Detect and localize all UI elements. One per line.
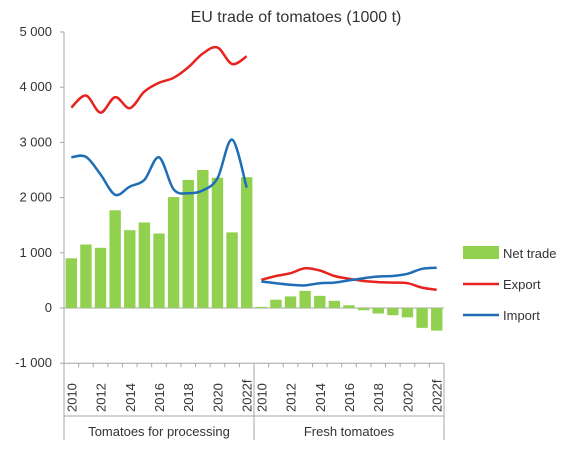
x-tick-label: 2016 <box>342 383 357 412</box>
series-line-export <box>260 266 437 292</box>
x-tick-label: 2014 <box>123 383 138 412</box>
legend-label: Export <box>503 277 541 292</box>
y-tick-label: 0 <box>45 300 52 315</box>
bar <box>284 296 297 308</box>
legend: Net trade Export Import <box>463 246 556 323</box>
x-tick-label: 2018 <box>181 383 196 412</box>
bar <box>167 197 180 308</box>
y-tick-label: 4 000 <box>19 79 52 94</box>
legend-label: Import <box>503 308 540 323</box>
y-tick-label: 3 000 <box>19 134 52 149</box>
bar <box>387 308 399 316</box>
x-tick-label: 2014 <box>313 383 328 412</box>
x-tick-label: 2010 <box>254 383 269 412</box>
bar <box>372 308 384 314</box>
y-tick-label: 1 000 <box>19 245 52 260</box>
bar <box>328 300 341 308</box>
x-tick-label: 2020 <box>210 383 225 412</box>
bar <box>343 305 355 308</box>
bar <box>109 210 121 308</box>
bar <box>430 308 443 331</box>
group-label: Tomatoes for processing <box>88 424 230 439</box>
series-line-import <box>261 266 437 287</box>
bar <box>226 232 238 308</box>
bar <box>401 308 414 318</box>
bar <box>255 306 268 308</box>
bar <box>80 244 92 308</box>
x-tick-label: 2016 <box>152 383 167 412</box>
y-tick-label: -1 000 <box>15 355 52 370</box>
bar <box>240 177 253 308</box>
bar <box>65 258 78 308</box>
bar <box>211 177 224 308</box>
bar <box>138 222 151 308</box>
bar <box>153 233 165 308</box>
x-tick-label: 2012 <box>94 383 109 412</box>
bar <box>182 179 194 308</box>
x-axis: 2010 2012 2014 2016 2018 2020 2022f Tomatoes fo… <box>63 362 445 440</box>
x-tick-label: 2018 <box>371 383 386 412</box>
series-line-export <box>70 45 248 114</box>
bar-series <box>65 170 443 331</box>
x-tick-label: 2010 <box>64 383 79 412</box>
y-axis: 5 000 4 000 3 000 2 000 1 000 0 -1 000 <box>15 24 444 370</box>
x-tick-label: 2020 <box>400 383 415 412</box>
legend-swatch-net-trade <box>463 246 499 259</box>
bar <box>357 308 370 311</box>
chart-title: EU trade of tomatoes (1000 t) <box>191 9 402 26</box>
y-tick-label: 2 000 <box>19 190 52 205</box>
bar <box>124 230 136 308</box>
line-series <box>70 45 437 292</box>
x-tick-label: 2022f <box>240 379 255 412</box>
series-line-import <box>71 138 248 197</box>
bar <box>270 299 282 308</box>
bar <box>416 308 428 328</box>
x-tick-label: 2022f <box>430 379 445 412</box>
y-tick-label: 5 000 <box>19 24 52 39</box>
legend-label: Net trade <box>503 246 556 261</box>
bar <box>299 290 311 308</box>
bar <box>94 247 107 308</box>
bar <box>314 295 326 308</box>
group-label: Fresh tomatoes <box>304 424 395 439</box>
bar <box>197 170 209 308</box>
x-tick-label: 2012 <box>284 383 299 412</box>
